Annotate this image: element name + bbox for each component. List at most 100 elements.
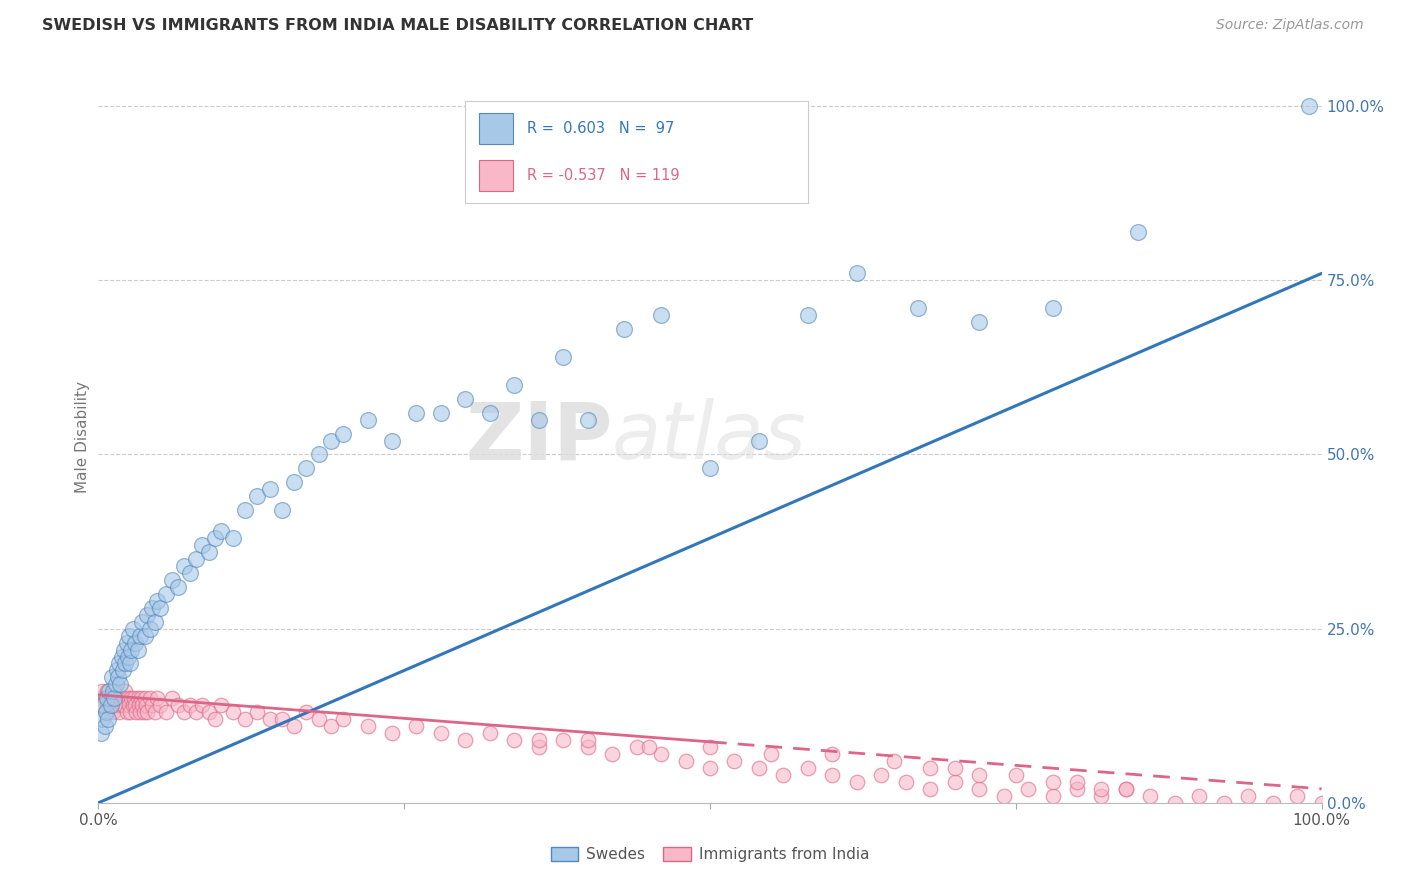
Point [167, 698, 190, 713]
Point [430, 406, 453, 420]
Point [845, 266, 868, 280]
Point [1115, 781, 1137, 796]
Point [94, 705, 117, 719]
Point [96, 684, 118, 698]
Point [197, 705, 219, 719]
Point [104, 698, 127, 713]
Point [127, 691, 149, 706]
Point [222, 531, 245, 545]
Point [91, 712, 114, 726]
Point [139, 691, 162, 706]
Point [139, 622, 162, 636]
Point [1042, 301, 1064, 316]
Point [1090, 789, 1112, 803]
Point [356, 412, 378, 426]
Point [259, 483, 281, 497]
Point [1212, 796, 1234, 810]
Point [920, 761, 942, 775]
Point [478, 406, 501, 420]
Point [93, 691, 115, 706]
Point [179, 698, 201, 713]
Point [748, 434, 770, 448]
Point [821, 768, 844, 782]
Point [246, 705, 269, 719]
Point [146, 594, 169, 608]
Text: ZIP: ZIP [465, 398, 612, 476]
Point [103, 684, 125, 698]
Point [105, 691, 128, 706]
Point [131, 615, 153, 629]
Point [108, 657, 131, 671]
Point [101, 705, 124, 719]
Point [105, 664, 128, 678]
Point [883, 754, 905, 768]
Point [149, 698, 172, 713]
Point [98, 691, 121, 706]
Point [129, 629, 152, 643]
Point [89, 698, 111, 713]
Point [124, 698, 146, 713]
Point [943, 761, 966, 775]
Point [723, 754, 745, 768]
Point [797, 308, 820, 322]
Point [173, 558, 195, 573]
Point [120, 705, 142, 719]
Point [907, 301, 929, 316]
Point [381, 726, 404, 740]
Point [107, 670, 129, 684]
Point [1066, 775, 1088, 789]
Point [186, 552, 208, 566]
Point [993, 789, 1015, 803]
Point [100, 698, 122, 713]
Point [110, 691, 132, 706]
Point [332, 712, 354, 726]
Point [90, 691, 112, 706]
Point [967, 781, 990, 796]
Point [283, 475, 305, 490]
Point [101, 670, 124, 684]
Point [101, 684, 124, 698]
Point [1042, 789, 1064, 803]
Point [405, 406, 427, 420]
Point [637, 740, 661, 755]
Point [1004, 768, 1026, 782]
Point [94, 705, 117, 719]
Point [503, 377, 526, 392]
Point [134, 691, 156, 706]
Point [295, 705, 318, 719]
Point [111, 649, 134, 664]
Point [136, 705, 159, 719]
Point [135, 698, 157, 713]
Point [295, 461, 318, 475]
Point [454, 392, 477, 406]
Point [1128, 225, 1150, 239]
Point [186, 705, 208, 719]
Point [699, 761, 721, 775]
Point [103, 691, 125, 706]
Point [1286, 789, 1309, 803]
Point [111, 691, 134, 706]
Legend: Swedes, Immigrants from India: Swedes, Immigrants from India [546, 841, 875, 868]
Point [332, 426, 354, 441]
Point [772, 768, 794, 782]
Point [1139, 789, 1161, 803]
Point [319, 434, 342, 448]
Text: atlas: atlas [612, 398, 807, 476]
Point [356, 719, 378, 733]
Point [381, 434, 404, 448]
Point [1188, 789, 1211, 803]
Y-axis label: Male Disability: Male Disability [75, 381, 90, 493]
Point [553, 733, 575, 747]
Point [146, 691, 169, 706]
Point [967, 315, 990, 329]
Point [748, 761, 770, 775]
Point [167, 580, 190, 594]
Point [967, 768, 990, 782]
Point [100, 698, 122, 713]
Point [797, 761, 820, 775]
Point [405, 719, 427, 733]
Point [115, 635, 138, 649]
Point [98, 684, 121, 698]
Point [1066, 781, 1088, 796]
Point [233, 712, 256, 726]
